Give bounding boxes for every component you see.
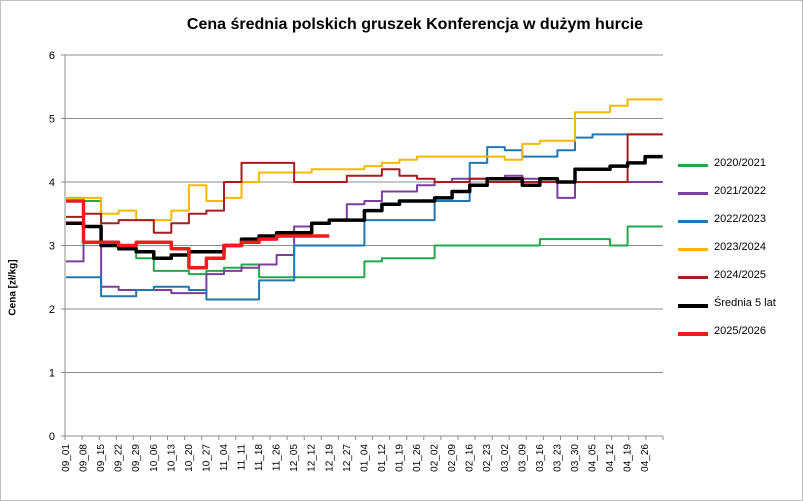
y-tick-label: 5 [49, 114, 55, 126]
y-tick-label: 6 [49, 50, 55, 62]
y-tick-label: 4 [49, 177, 55, 189]
x-tick-label: 04_05 [588, 444, 599, 472]
legend-item: 2024/2025 [678, 269, 796, 285]
legend-item: 2022/2023 [678, 213, 796, 229]
y-tick-labels: 0 1 2 3 4 5 6 [49, 50, 55, 443]
y-tick-label: 2 [49, 304, 55, 316]
series-lines [66, 98, 663, 301]
legend-swatch [678, 276, 708, 279]
axes [61, 54, 664, 440]
x-tick-label: 09_15 [96, 444, 107, 472]
legend-label: 2025/2026 [714, 325, 766, 337]
legend-item: 2023/2024 [678, 241, 796, 257]
x-tick-label: 02_16 [465, 444, 476, 472]
x-tick-label: 03_30 [570, 444, 581, 472]
legend-item: Średnia 5 lat [678, 297, 796, 313]
grid-lines [65, 54, 663, 373]
x-tick-label: 03_16 [535, 444, 546, 472]
x-tick-label: 12_19 [324, 444, 335, 472]
legend-swatch [678, 304, 708, 308]
x-tick-label: 09_08 [79, 444, 90, 472]
x-tick-label: 04_19 [623, 444, 634, 472]
x-tick-label: 02_23 [482, 444, 493, 472]
legend-swatch [678, 248, 708, 251]
legend-swatch [678, 220, 708, 223]
x-tick-label: 10_13 [166, 444, 177, 472]
x-tick-label: 12_27 [342, 444, 353, 472]
y-tick-label: 0 [49, 431, 55, 443]
x-tick-label: 11_04 [219, 444, 230, 472]
x-tick-label: 11_18 [254, 444, 265, 472]
legend-swatch [678, 164, 708, 167]
x-tick-label: 10_20 [184, 444, 195, 472]
y-axis-label: Cena [zł/kg] [7, 259, 19, 316]
series-line-2 [66, 133, 663, 301]
x-tick-label: 02_09 [447, 444, 458, 472]
x-tick-label: 09_29 [131, 444, 142, 472]
legend-label: Średnia 5 lat [714, 297, 776, 309]
x-tick-label: 01_26 [412, 444, 423, 472]
legend-item: 2025/2026 [678, 325, 796, 341]
x-tick-label: 10_06 [149, 444, 160, 472]
x-tick-label: 12_05 [289, 444, 300, 472]
series-line-3 [66, 98, 663, 222]
series-line-0 [66, 196, 663, 279]
legend-label: 2021/2022 [714, 185, 766, 197]
x-tick-label: 03_23 [552, 444, 563, 472]
x-tick-labels: 09_01 09_08 09_15 09_22 09_29 10_06 10_13 10_20… [61, 444, 651, 472]
legend-label: 2024/2025 [714, 269, 766, 281]
series-line-6 [66, 199, 330, 270]
legend-item: 2020/2021 [678, 157, 796, 173]
x-tick-label: 01_19 [394, 444, 405, 472]
legend-label: 2020/2021 [714, 157, 766, 169]
x-tick-label: 09_01 [61, 444, 72, 472]
x-tick-label: 11_11 [237, 444, 248, 471]
chart-title: Cena średnia polskich gruszek Konferencj… [186, 16, 644, 33]
y-tick-label: 1 [49, 368, 55, 380]
x-tick-label: 03_09 [517, 444, 528, 472]
legend-label: 2022/2023 [714, 213, 766, 225]
legend-label: 2023/2024 [714, 241, 766, 253]
x-tick-label: 11_26 [272, 444, 283, 472]
x-tick-label: 10_27 [201, 444, 212, 472]
x-tick-label: 01_04 [359, 444, 370, 472]
x-tick-label: 01_12 [377, 444, 388, 472]
x-tick-label: 02_02 [430, 444, 441, 472]
x-tick-label: 09_22 [114, 444, 125, 472]
x-tick-label: 03_02 [500, 444, 511, 472]
x-tick-label: 12_12 [307, 444, 318, 472]
legend-swatch [678, 192, 708, 195]
series-line-5 [66, 154, 663, 260]
legend-swatch [678, 332, 708, 336]
x-tick-label: 04_12 [605, 444, 616, 472]
x-tick-label: 04_26 [640, 444, 651, 472]
y-tick-label: 3 [49, 241, 55, 253]
legend-item: 2021/2022 [678, 185, 796, 201]
